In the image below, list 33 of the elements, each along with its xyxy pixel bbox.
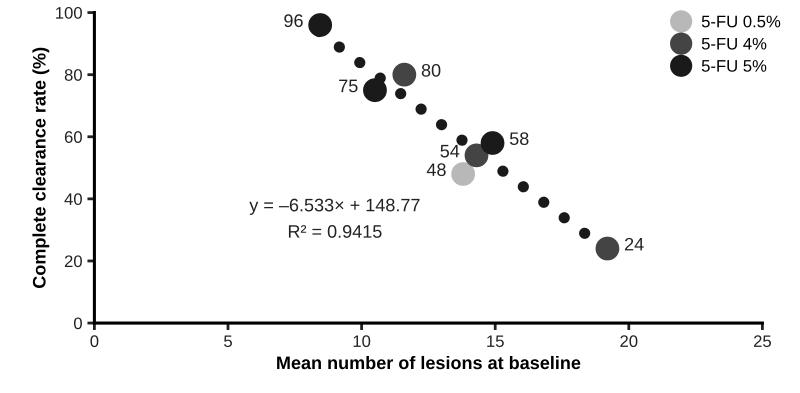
x-tick-label: 25 xyxy=(754,335,771,348)
y-tick-label: 80 xyxy=(64,69,82,81)
y-tick-label: 100 xyxy=(56,6,82,19)
data-label: 75 xyxy=(339,80,358,92)
x-tick-label: 10 xyxy=(354,335,370,348)
x-tick-label: 20 xyxy=(620,335,638,348)
point xyxy=(480,131,504,155)
y-tick-label: 20 xyxy=(64,255,82,268)
point xyxy=(451,162,476,186)
legend-label: 5-FU 5% xyxy=(702,60,766,72)
annotation: R² = 0.9415 xyxy=(288,225,382,238)
point xyxy=(308,13,332,37)
annotation: y = –6.533× + 148.77 xyxy=(249,198,420,216)
data-label: 24 xyxy=(625,238,644,250)
data-label: 54 xyxy=(440,144,460,158)
x-tick-label: 15 xyxy=(487,335,504,348)
y-tick-label: 60 xyxy=(64,131,82,143)
point xyxy=(596,236,620,260)
point xyxy=(392,62,416,87)
data-label: 80 xyxy=(422,64,440,77)
legend-label: 5-FU 4% xyxy=(702,38,766,50)
x-axis-title: Mean number of lesions at baseline xyxy=(277,356,580,370)
data-label: 96 xyxy=(284,14,303,28)
y-tick-label: 0 xyxy=(74,317,82,330)
point xyxy=(363,78,387,102)
data-label: 48 xyxy=(426,163,446,176)
y-axis-title: Complete clearance rate (%) xyxy=(32,48,50,288)
y-tick-label: 40 xyxy=(64,193,82,206)
point xyxy=(464,144,488,168)
data-label: 58 xyxy=(510,132,528,146)
legend-label: 5-FU 0.5% xyxy=(702,16,780,28)
x-tick-label: 0 xyxy=(90,335,98,348)
x-tick-label: 5 xyxy=(224,335,232,348)
